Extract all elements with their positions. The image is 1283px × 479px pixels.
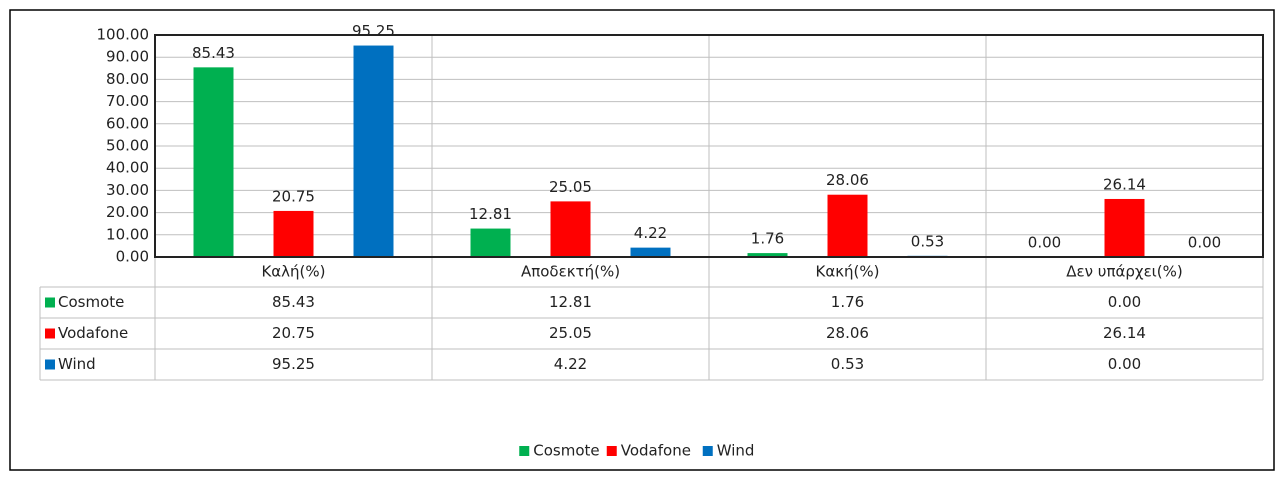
y-tick-label: 10.00 [106,225,149,243]
legend-key [45,359,55,370]
data-label: 25.05 [549,178,592,196]
data-label: 12.81 [469,205,512,223]
data-label: 85.43 [192,44,235,62]
legend-key [519,446,530,456]
bar [193,67,234,257]
y-tick-label: 50.00 [106,137,149,155]
bar [550,201,591,257]
bar [470,228,511,257]
table-cell: 1.76 [831,293,864,311]
y-tick-label: 40.00 [106,159,149,177]
x-tick-label: Δεν υπάρχει(%) [1066,263,1182,281]
y-tick-label: 100.00 [97,26,150,44]
table-cell: 28.06 [826,324,869,342]
legend-key [45,328,55,339]
x-tick-label: Κακή(%) [815,263,879,281]
table-series-label: Vodafone [58,324,128,342]
table-series-label: Cosmote [58,293,124,311]
plot-border [154,34,1264,258]
legend-key [702,446,713,456]
y-tick-label: 70.00 [106,92,149,110]
y-tick-label: 90.00 [106,48,149,66]
legend-label: Cosmote [533,442,599,460]
data-label: 0.00 [1188,234,1221,252]
y-tick-label: 30.00 [106,181,149,199]
data-label: 26.14 [1103,175,1146,193]
data-label: 0.00 [1028,234,1061,252]
data-label: 4.22 [634,224,667,242]
legend-key [606,446,617,456]
table-cell: 26.14 [1103,324,1146,342]
bar [630,247,671,257]
y-tick-label: 80.00 [106,70,149,88]
data-label: 0.53 [911,232,944,250]
table-cell: 4.22 [554,355,587,373]
table-cell: 12.81 [549,293,592,311]
table-cell: 95.25 [272,355,315,373]
table-cell: 85.43 [272,293,315,311]
y-tick-label: 20.00 [106,203,149,221]
bar [353,45,394,257]
bar [747,253,788,257]
legend-label: Wind [717,442,755,460]
bar [1104,198,1145,257]
data-label: 95.25 [352,22,395,40]
bar [273,210,314,257]
bar [827,194,868,257]
y-tick-label: 60.00 [106,114,149,132]
data-label: 1.76 [751,230,784,248]
x-tick-label: Καλή(%) [261,263,325,281]
table-cell: 25.05 [549,324,592,342]
data-label: 28.06 [826,171,869,189]
table-cell: 0.00 [1108,293,1141,311]
table-cell: 0.00 [1108,355,1141,373]
legend-label: Vodafone [621,442,691,460]
x-tick-label: Αποδεκτή(%) [521,263,620,281]
table-cell: 20.75 [272,324,315,342]
legend-key [45,297,55,308]
table-cell: 0.53 [831,355,864,373]
y-tick-label: 0.00 [116,248,149,266]
data-label: 20.75 [272,187,315,205]
table-series-label: Wind [58,355,96,373]
